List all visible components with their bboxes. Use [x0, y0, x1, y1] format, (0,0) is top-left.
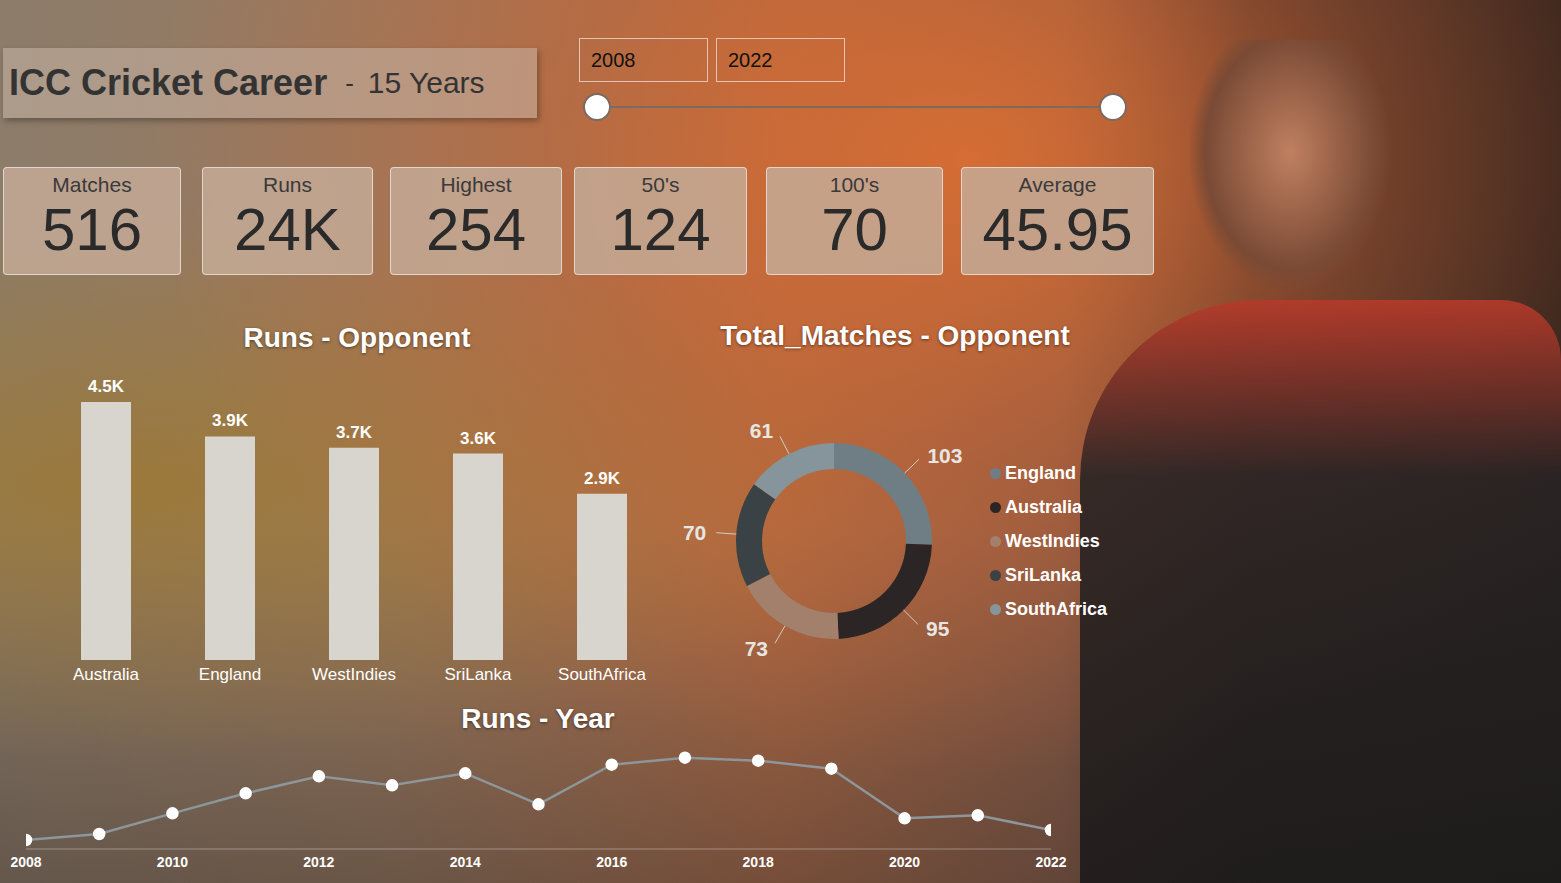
svg-text:3.9K: 3.9K — [212, 411, 249, 430]
svg-text:2010: 2010 — [157, 854, 188, 870]
html-text:Total_Matches - Opponent: Total_Matches - Opponent — [720, 320, 1070, 351]
html-text:England: England — [1005, 462, 1076, 483]
svg-text:3.7K: 3.7K — [336, 423, 373, 442]
svg-text:SriLanka: SriLanka — [444, 665, 512, 684]
html-text:100's: 100's — [829, 173, 880, 196]
svg-text:61: 61 — [750, 419, 774, 442]
svg-text:2022: 2022 — [1035, 854, 1066, 870]
html-text:70: 70 — [821, 196, 888, 263]
html-text:Runs - Year: Runs - Year — [461, 703, 615, 734]
html-text:Runs: Runs — [263, 173, 312, 196]
html-text:SriLanka: SriLanka — [1005, 564, 1081, 585]
svg-text:95: 95 — [926, 617, 950, 640]
svg-text:4.5K: 4.5K — [88, 377, 125, 396]
html-text:Runs - Opponent: Runs - Opponent — [243, 322, 471, 353]
html-text:SouthAfrica: SouthAfrica — [1005, 598, 1107, 619]
html-text:2022: 2022 — [728, 48, 773, 71]
svg-text:2014: 2014 — [450, 854, 481, 870]
svg-text:England: England — [199, 665, 261, 684]
svg-text:2016: 2016 — [596, 854, 627, 870]
html-text:Average: Average — [1018, 173, 1097, 196]
svg-text:2008: 2008 — [10, 854, 41, 870]
html-text:Australia: Australia — [1005, 496, 1082, 517]
html-text:WestIndies: WestIndies — [1005, 530, 1100, 551]
html-text:24K: 24K — [234, 196, 341, 263]
svg-text:73: 73 — [745, 637, 768, 660]
svg-text:SouthAfrica: SouthAfrica — [558, 665, 646, 684]
svg-text:WestIndies: WestIndies — [312, 665, 396, 684]
svg-text:Australia: Australia — [73, 665, 140, 684]
svg-text:103: 103 — [927, 444, 962, 467]
html-text:516: 516 — [41, 196, 142, 263]
svg-text:3.6K: 3.6K — [460, 429, 497, 448]
html-text:ICC Cricket Career: ICC Cricket Career — [9, 62, 328, 103]
svg-text:2020: 2020 — [889, 854, 920, 870]
html-text:50's: 50's — [641, 173, 680, 196]
svg-text:70: 70 — [683, 521, 706, 544]
html-text:Matches: Matches — [52, 173, 132, 196]
html-text:124: 124 — [610, 196, 711, 263]
html-text:Highest: Highest — [440, 173, 512, 196]
svg-text:2.9K: 2.9K — [584, 469, 621, 488]
svg-text:2018: 2018 — [743, 854, 774, 870]
html-text:2008: 2008 — [591, 48, 636, 71]
svg-text:2012: 2012 — [303, 854, 334, 870]
html-text:15 Years: 15 Years — [367, 66, 485, 99]
html-text:45.95: 45.95 — [982, 196, 1133, 263]
html-text:254: 254 — [425, 196, 526, 263]
